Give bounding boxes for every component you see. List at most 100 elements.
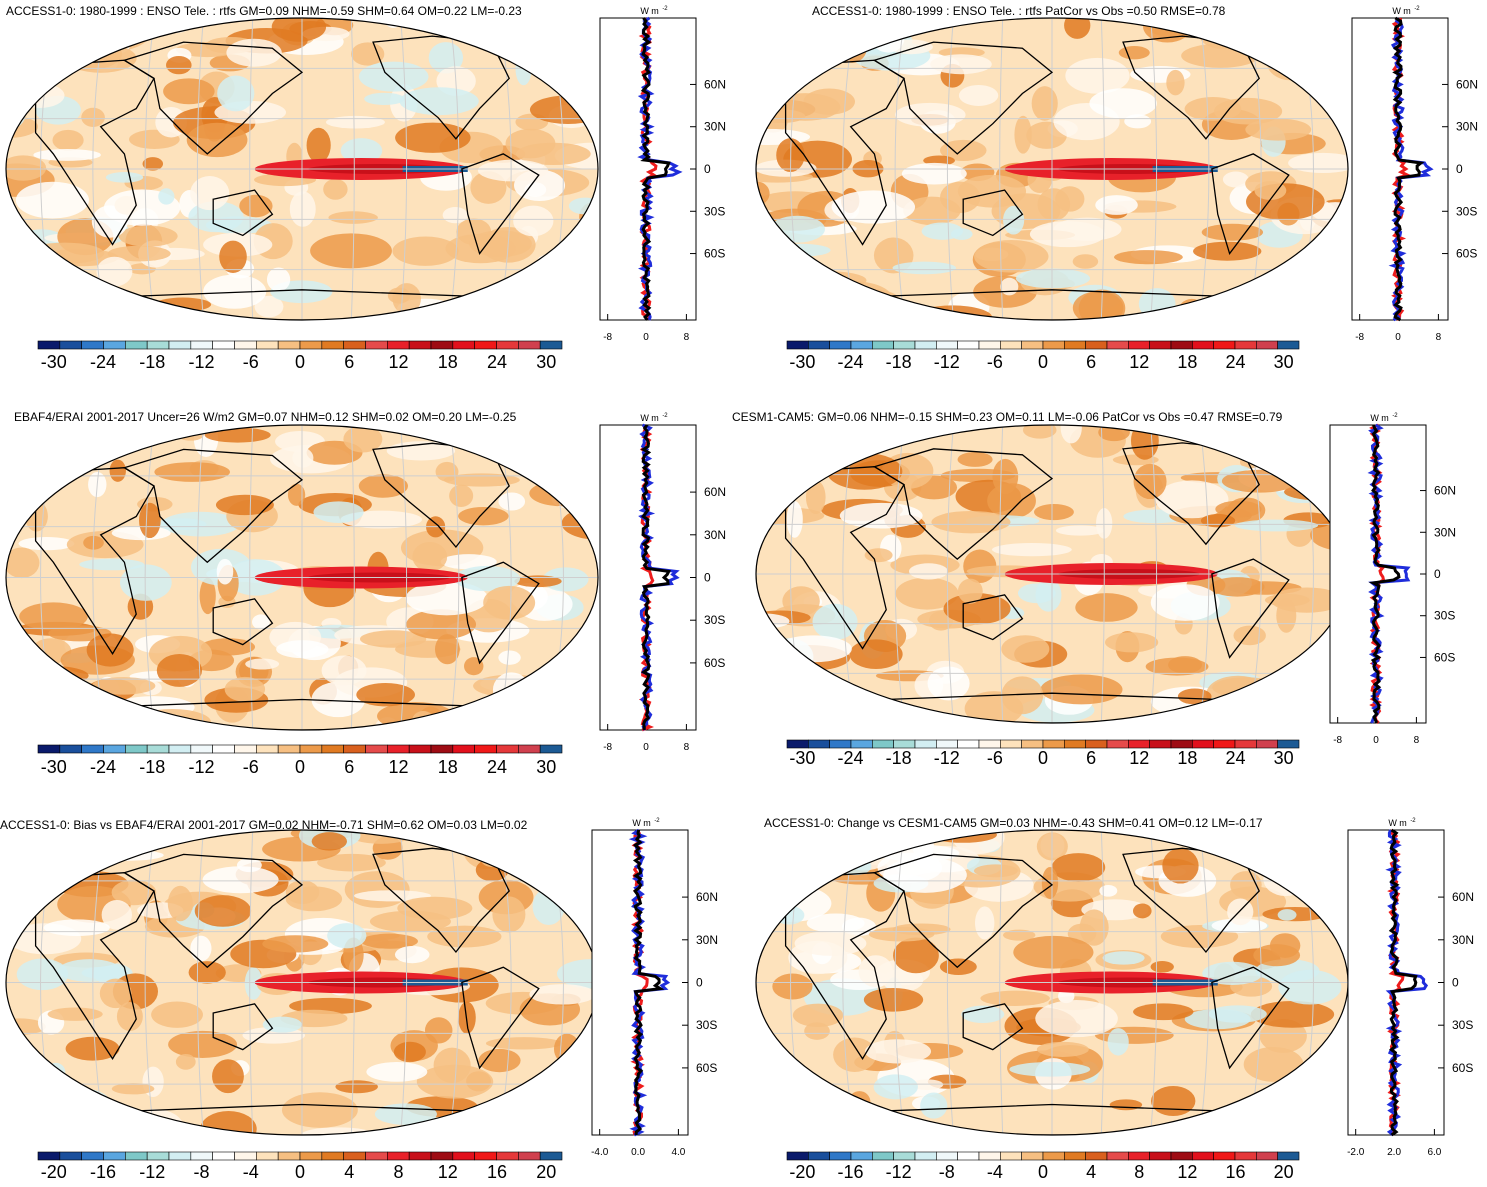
- map-anomaly-patch: [475, 858, 509, 882]
- panel-title: ACCESS1-0: 1980-1999 : ENSO Tele. : rtfs…: [812, 4, 1226, 18]
- colorbar-swatch: [786, 1151, 809, 1161]
- map-anomaly-patch: [1204, 1109, 1281, 1124]
- map-anomaly-patch: [839, 502, 923, 529]
- map-anomaly-patch: [756, 681, 788, 695]
- map-anomaly-patch: [458, 506, 509, 526]
- map-anomaly-patch: [481, 1104, 557, 1135]
- colorbar-label: 24: [487, 757, 507, 777]
- colorbar-swatch: [365, 744, 388, 754]
- zonal-profile-4: W m -2 -8 0 8 60N 30N 0 30S 60S: [1329, 413, 1456, 746]
- colorbar-swatch: [496, 1151, 519, 1161]
- map-anomaly-patch: [219, 240, 247, 273]
- colorbar-swatch: [1000, 1151, 1022, 1161]
- colorbar-swatch: [496, 340, 519, 350]
- map-anomaly-patch: [323, 178, 348, 200]
- map-anomaly-patch: [306, 127, 331, 163]
- profile-series-black: [640, 424, 671, 731]
- colorbar-swatch: [430, 340, 454, 350]
- colorbar-label: -12: [139, 1162, 165, 1182]
- map-anomaly-patch: [287, 483, 306, 506]
- map-anomaly-patch: [105, 172, 144, 183]
- colorbar-swatch: [234, 340, 257, 350]
- map-anomaly-patch: [99, 978, 132, 1009]
- colorbar-label: -18: [886, 352, 912, 372]
- map-anomaly-patch: [1243, 700, 1324, 723]
- map-anomaly-patch: [6, 657, 50, 671]
- map-anomaly-patch: [65, 1036, 120, 1061]
- colorbar-swatch: [103, 1151, 126, 1161]
- map-anomaly-patch: [1173, 425, 1244, 444]
- profile-unit: W m: [1370, 413, 1389, 423]
- colorbar-label: -12: [886, 1162, 912, 1182]
- map-anomaly-patch: [394, 946, 430, 964]
- colorbar-swatch: [1170, 340, 1193, 350]
- map-anomaly-patch: [91, 205, 128, 238]
- map-anomaly-patch: [354, 890, 431, 902]
- map-anomaly-patch: [245, 658, 280, 670]
- profile-lat-label: 30S: [1434, 609, 1455, 623]
- map-anomaly-patch: [498, 492, 526, 511]
- profile-lat-label: 30N: [1434, 525, 1456, 539]
- map-anomaly-patch: [1253, 944, 1301, 967]
- graticule-lon: [249, 425, 254, 730]
- map-anomaly-patch: [1288, 303, 1332, 319]
- map-anomaly-patch: [812, 603, 858, 640]
- profile-xtick-label: -8: [603, 742, 612, 753]
- profile-xtick-label: 0: [643, 742, 649, 753]
- map-anomaly-patch: [578, 81, 598, 114]
- colorbar-swatch: [321, 340, 344, 350]
- colorbar-swatch: [1021, 1151, 1044, 1161]
- colorbar-swatch: [1213, 340, 1236, 350]
- map-anomaly-patch: [1208, 1005, 1267, 1023]
- map-anomaly-patch: [806, 913, 865, 934]
- map-anomaly-patch: [544, 254, 589, 267]
- map-5: [6, 830, 598, 1135]
- colorbar-swatch: [146, 1151, 170, 1161]
- map-anomaly-patch: [74, 18, 133, 25]
- map-anomaly-patch: [811, 281, 892, 314]
- map-anomaly-patch: [310, 233, 392, 269]
- colorbar-swatch: [850, 739, 873, 749]
- colorbar-swatch: [387, 744, 410, 754]
- map-anomaly-patch: [1177, 688, 1212, 705]
- map-anomaly-patch: [1251, 450, 1311, 462]
- map-anomaly-patch: [1201, 223, 1264, 241]
- map-anomaly-patch: [773, 905, 805, 925]
- zonal-profile-3: W m -2 -8 0 8 60N 30N 0 30S 60S: [599, 413, 726, 753]
- coastline: [1211, 966, 1290, 1070]
- map-anomaly-patch: [102, 830, 150, 842]
- map-anomaly-patch: [1150, 961, 1174, 973]
- colorbar-swatch: [893, 340, 916, 350]
- map-anomaly-patch: [1133, 1003, 1194, 1021]
- map-anomaly-patch: [111, 1083, 155, 1095]
- map-anomaly-patch: [81, 295, 104, 320]
- map-anomaly-patch: [285, 880, 320, 905]
- colorbar-label: -6: [987, 748, 1003, 768]
- profile-unit-exponent: -2: [1410, 818, 1416, 824]
- map-anomaly-patch: [311, 832, 347, 851]
- map-anomaly-patch: [515, 142, 591, 166]
- map-anomaly-patch: [1198, 18, 1246, 49]
- map-anomaly-patch: [449, 484, 474, 508]
- colorbar-swatch: [343, 340, 366, 350]
- profile-lat-label: 0: [1456, 162, 1463, 176]
- map-anomaly-patch: [262, 935, 329, 953]
- map-anomaly-patch: [1015, 268, 1091, 289]
- map-anomaly-patch: [780, 440, 842, 468]
- graticule-lon: [350, 830, 355, 1135]
- map-anomaly-patch: [374, 1103, 437, 1125]
- profile-unit: W m: [640, 6, 659, 16]
- colorbar-label: 0: [1038, 1162, 1048, 1182]
- colorbar-label: 8: [394, 1162, 404, 1182]
- colorbar-swatch: [1277, 1151, 1300, 1161]
- map-anomaly-patch: [1215, 500, 1262, 518]
- graticule-lon: [1199, 18, 1210, 320]
- colorbar-label: 24: [487, 352, 507, 372]
- map-anomaly-patch: [928, 611, 953, 631]
- map-anomaly-patch: [1270, 849, 1348, 874]
- map-anomaly-patch: [107, 245, 171, 262]
- map-anomaly-patch: [1162, 848, 1199, 884]
- colorbar-swatch: [321, 1151, 344, 1161]
- map-anomaly-patch: [1193, 708, 1232, 723]
- colorbar-label: -12: [188, 352, 214, 372]
